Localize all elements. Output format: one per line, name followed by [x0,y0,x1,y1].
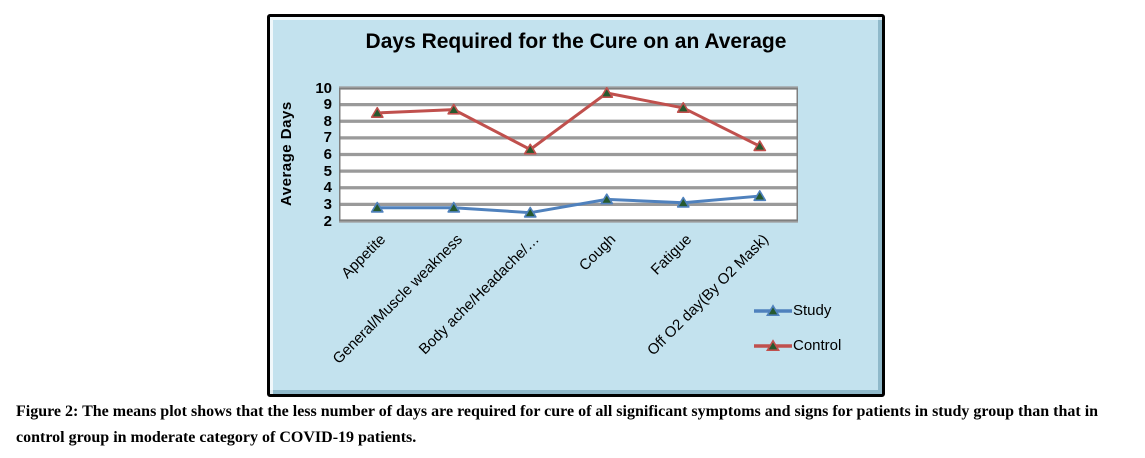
y-axis-tick-labels: 2 3 4 5 6 7 8 9 10 [270,80,332,230]
y-tick-label: 8 [323,112,332,130]
y-tick-label: 3 [323,195,332,213]
y-tick-label: 2 [323,212,332,230]
line-chart [339,86,798,223]
legend-line-marker-icon [754,339,792,351]
y-tick-label: 7 [323,129,332,147]
y-tick-label: 10 [315,79,332,97]
legend-label: Study [793,301,832,319]
x-category-label: Cough [575,231,619,275]
x-category-label: General/Muscle weakness [329,231,466,368]
x-category-label: Appetite [338,231,390,282]
chart-legend: Study Control [753,299,881,369]
legend-item-study: Study [753,299,881,321]
x-axis-category-labels: Appetite General/Muscle weakness Body ache… [329,223,798,393]
y-tick-label: 9 [323,96,332,114]
chart-title: Days Required for the Cure on an Average [365,30,787,53]
y-tick-label: 4 [323,179,332,197]
legend-item-control: Control [753,334,881,356]
y-tick-label: 5 [323,162,332,180]
legend-label: Control [793,336,842,354]
figure-chart-frame: Days Required for the Cure on an Average… [267,14,885,397]
legend-line-marker-icon [754,304,792,316]
y-tick-label: 6 [323,146,332,163]
x-category-label: Fatigue [647,231,696,279]
figure-caption: Figure 2: The means plot shows that the … [16,403,1099,446]
plot-area [339,86,798,223]
